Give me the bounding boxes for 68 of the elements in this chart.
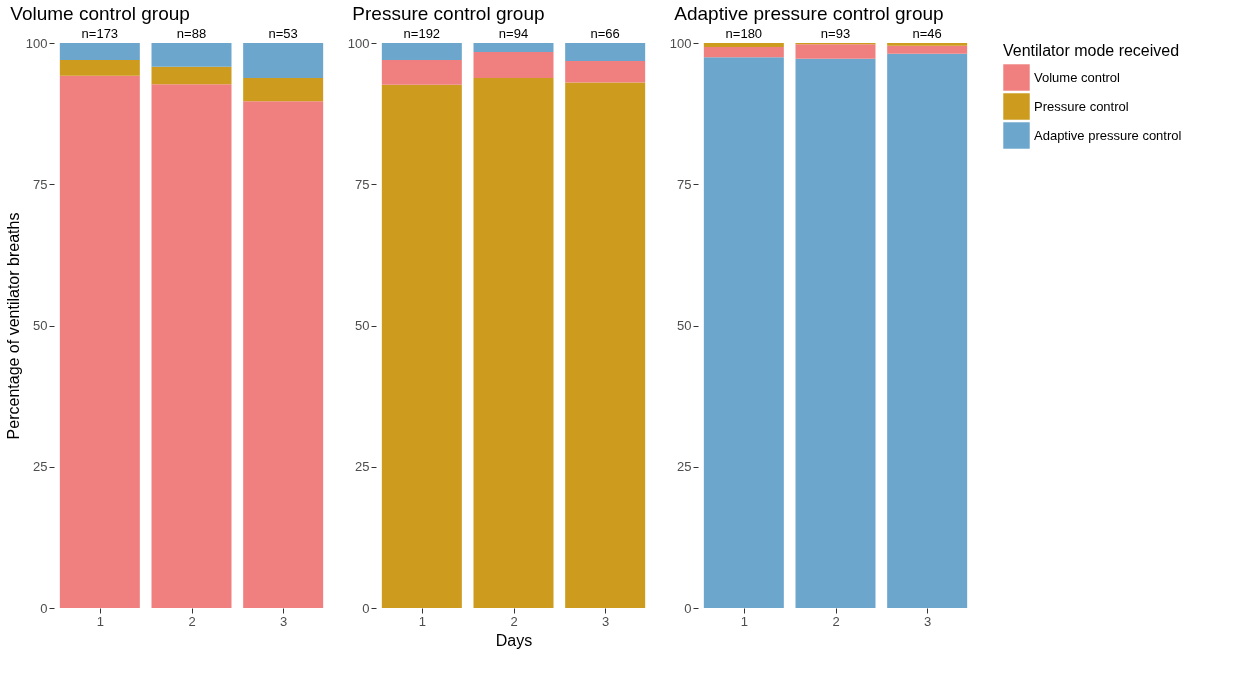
bar	[887, 53, 968, 608]
bar	[565, 43, 646, 62]
bar	[473, 78, 554, 608]
y-tick-label: 50	[355, 318, 370, 333]
bar	[59, 59, 140, 76]
y-tick-label: 25	[33, 459, 48, 475]
bar	[151, 43, 232, 67]
legend-label: Volume control	[1034, 69, 1121, 85]
bar	[381, 59, 462, 85]
legend-title: Ventilator mode received	[1003, 42, 1180, 59]
bar	[887, 45, 968, 54]
bar	[565, 82, 646, 608]
annotation: n=53	[268, 26, 298, 41]
bar	[703, 43, 784, 47]
y-tick-label: 100	[669, 35, 692, 51]
x-tick-label: 1	[96, 613, 104, 629]
annotation: n=192	[403, 26, 441, 41]
bar	[473, 43, 554, 53]
annotation: n=46	[912, 26, 942, 41]
y-tick-label: 0	[362, 600, 370, 616]
y-tick-label: 75	[355, 176, 370, 192]
bar	[381, 43, 462, 60]
legend-label: Pressure control	[1034, 98, 1129, 114]
bar	[59, 43, 140, 60]
y-tick-label: 75	[33, 176, 48, 192]
annotation: n=93	[820, 26, 851, 41]
bar	[795, 44, 876, 59]
x-tick-label: 2	[510, 613, 518, 629]
chart-title: Pressure control group	[352, 3, 545, 24]
annotation: n=173	[81, 26, 119, 41]
y-tick-label: 25	[355, 459, 370, 475]
chart-title: Adaptive pressure control group	[674, 3, 944, 24]
x-tick-label: 3	[602, 613, 610, 629]
x-tick-label: 3	[924, 613, 932, 629]
annotation: n=88	[176, 26, 207, 41]
x-tick-label: 3	[280, 613, 288, 629]
bar	[703, 46, 784, 58]
legend-label: Adaptive pressure control	[1034, 127, 1182, 143]
chart-title: Volume control group	[10, 3, 190, 24]
y-axis-title: Percentage of ventilator breaths	[4, 212, 22, 440]
x-tick-label: 2	[832, 613, 840, 629]
annotation: n=94	[498, 26, 529, 41]
y-tick-label: 0	[40, 600, 48, 616]
y-tick-label: 0	[684, 600, 692, 616]
bar	[59, 75, 140, 608]
bar	[887, 43, 968, 46]
bar	[703, 57, 784, 608]
bar	[243, 78, 324, 102]
annotation: n=66	[590, 26, 620, 41]
annotation: n=180	[725, 26, 763, 41]
y-tick-label: 50	[677, 318, 692, 333]
bar	[243, 101, 324, 608]
x-tick-label: 1	[740, 613, 748, 629]
bar	[243, 43, 324, 79]
x-tick-label: 1	[418, 613, 426, 629]
y-tick-label: 100	[25, 35, 48, 51]
y-tick-label: 25	[677, 459, 692, 475]
bar	[795, 58, 876, 608]
x-axis-title: Days	[495, 631, 533, 649]
bar	[565, 61, 646, 83]
bar	[151, 84, 232, 608]
y-tick-label: 50	[33, 318, 48, 333]
bar	[473, 52, 554, 79]
y-tick-label: 75	[677, 176, 692, 192]
x-tick-label: 2	[188, 613, 196, 629]
y-tick-label: 100	[347, 35, 370, 51]
bar	[381, 84, 462, 608]
bar	[151, 66, 232, 85]
